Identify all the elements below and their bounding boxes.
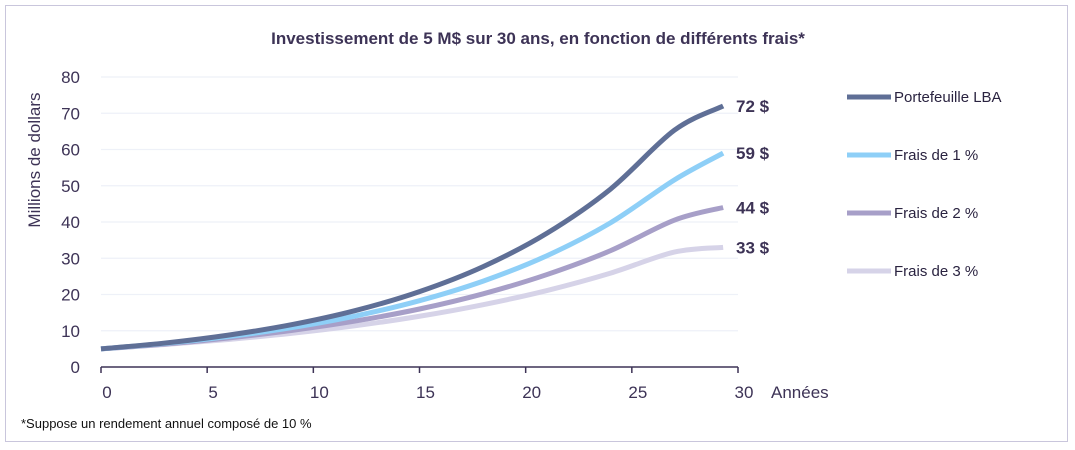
- footnote: *Suppose un rendement annuel composé de …: [21, 416, 312, 431]
- y-axis-label: Millions de dollars: [25, 92, 44, 227]
- x-tick-label: 20: [522, 383, 541, 402]
- series-lines: [100, 103, 725, 352]
- y-tick-label: 20: [61, 286, 80, 305]
- x-tick-label: 25: [628, 383, 647, 402]
- chart-title: Investissement de 5 M$ sur 30 ans, en fo…: [271, 29, 805, 48]
- x-tick-label: 0: [102, 383, 111, 402]
- legend-item: Portefeuille LBA: [847, 89, 1002, 106]
- legend-label: Frais de 3 %: [894, 263, 978, 280]
- y-tick-label: 60: [61, 141, 80, 160]
- y-tick-label: 30: [61, 249, 80, 268]
- legend-item: Frais de 2 %: [847, 205, 978, 222]
- x-tick-label: 5: [208, 383, 217, 402]
- legend: Portefeuille LBA Frais de 1 % Frais de 2 %…: [847, 89, 1002, 280]
- end-value-label: 72 $: [736, 97, 770, 116]
- end-value-label: 33 $: [736, 238, 770, 257]
- series-line-1: [100, 103, 725, 352]
- series-line-4: [100, 244, 724, 352]
- x-axis-label: Années: [771, 383, 829, 402]
- y-tick-label: 80: [61, 68, 80, 87]
- y-tick-label: 10: [61, 322, 80, 341]
- end-value-label: 44 $: [736, 199, 770, 218]
- y-tick-label: 70: [61, 104, 80, 123]
- y-axis-ticks: 0 10 20 30 40 50 60 70 80: [61, 68, 80, 377]
- legend-item: Frais de 1 %: [847, 147, 978, 164]
- x-tick-label: 15: [416, 383, 435, 402]
- chart-frame: [5, 5, 1068, 442]
- series-line-3: [100, 205, 724, 352]
- end-labels: 72 $ 59 $ 44 $ 33 $: [736, 97, 770, 257]
- legend-label: Portefeuille LBA: [894, 89, 1002, 106]
- y-tick-label: 50: [61, 177, 80, 196]
- y-tick-label: 0: [71, 358, 80, 377]
- legend-label: Frais de 2 %: [894, 205, 978, 222]
- x-tick-label: 30: [735, 383, 754, 402]
- x-axis-ticks: 0 5 10 15 20 25 30: [100, 366, 754, 402]
- y-tick-label: 40: [61, 213, 80, 232]
- legend-label: Frais de 1 %: [894, 147, 978, 164]
- legend-item: Frais de 3 %: [847, 263, 978, 280]
- x-tick-label: 10: [310, 383, 329, 402]
- end-value-label: 59 $: [736, 144, 770, 163]
- gridlines: [101, 76, 738, 332]
